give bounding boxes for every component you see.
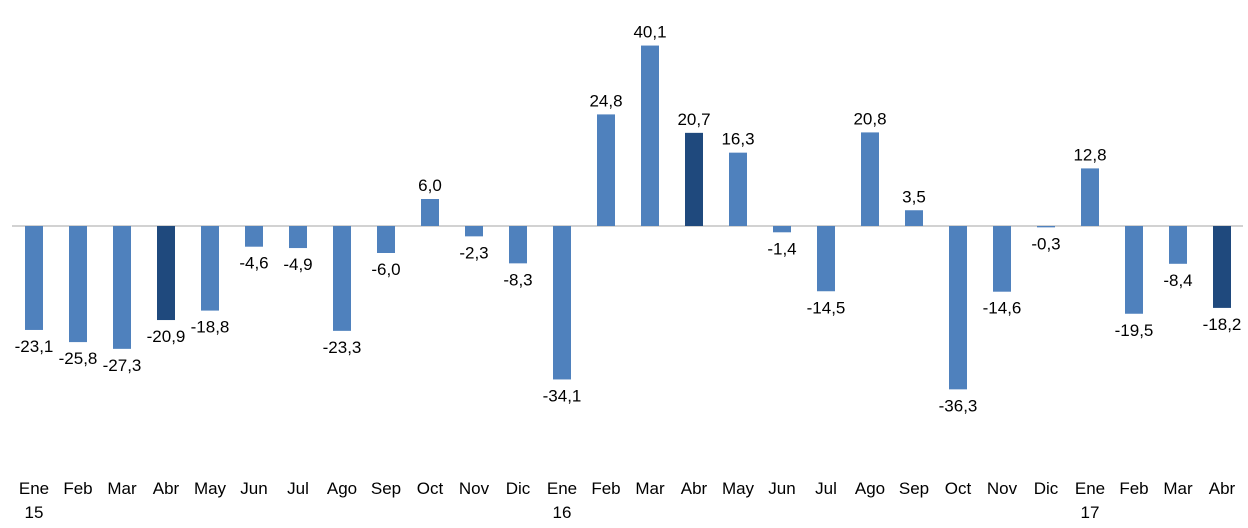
value-label: 12,8	[1073, 145, 1106, 164]
bar	[597, 114, 615, 226]
bar	[69, 226, 87, 343]
x-tick-label: Feb	[591, 479, 620, 498]
bar	[201, 226, 219, 311]
value-label: -1,4	[767, 239, 796, 258]
value-label: -23,3	[323, 338, 362, 357]
bar	[1213, 226, 1231, 308]
value-label: 20,7	[677, 110, 710, 129]
value-label: -0,3	[1031, 234, 1060, 253]
x-tick-label: Ago	[855, 479, 885, 498]
value-label: -6,0	[371, 260, 400, 279]
value-label: 24,8	[589, 91, 622, 110]
x-tick-label: Ago	[327, 479, 357, 498]
x-tick-label: Jun	[240, 479, 267, 498]
x-tick-label: Oct	[417, 479, 444, 498]
value-label: -14,5	[807, 298, 846, 317]
bar	[421, 199, 439, 226]
value-label: -36,3	[939, 396, 978, 415]
x-tick-label: Jul	[287, 479, 309, 498]
bar	[1081, 168, 1099, 226]
bar	[685, 132, 703, 226]
value-label: -23,1	[15, 337, 54, 356]
bar	[25, 226, 43, 330]
x-tick-label: Abr	[681, 479, 708, 498]
value-label: -34,1	[543, 386, 582, 405]
value-label: -8,3	[503, 270, 532, 289]
bar	[1169, 226, 1187, 264]
value-label: -14,6	[983, 299, 1022, 318]
x-tick-label: Sep	[899, 479, 929, 498]
bar	[553, 226, 571, 380]
bar	[729, 152, 747, 226]
x-tick-label: Feb	[63, 479, 92, 498]
bar	[773, 226, 791, 233]
x-tick-label: Oct	[945, 479, 972, 498]
x-tick-label: May	[722, 479, 755, 498]
bar	[1125, 226, 1143, 314]
x-tick-label: Mar	[107, 479, 137, 498]
x-tick-label: Ene 15	[19, 479, 49, 522]
bar	[509, 226, 527, 264]
bar	[465, 226, 483, 237]
value-label: -25,8	[59, 349, 98, 368]
bar	[641, 45, 659, 226]
x-tick-label: Abr	[1209, 479, 1236, 498]
value-label: -4,9	[283, 255, 312, 274]
bar	[289, 226, 307, 249]
x-tick-label: Dic	[506, 479, 531, 498]
x-tick-label: Feb	[1119, 479, 1148, 498]
x-tick-label: Abr	[153, 479, 180, 498]
value-label: -18,8	[191, 318, 230, 337]
x-tick-label: May	[194, 479, 227, 498]
bar	[1037, 226, 1055, 228]
bar	[157, 226, 175, 321]
x-tick-label: Dic	[1034, 479, 1059, 498]
bar	[817, 226, 835, 292]
value-label: -27,3	[103, 356, 142, 375]
value-label: 6,0	[418, 176, 442, 195]
x-tick-label: Jun	[768, 479, 795, 498]
bar	[993, 226, 1011, 292]
bar	[861, 132, 879, 226]
value-label: -2,3	[459, 243, 488, 262]
bar	[377, 226, 395, 253]
value-label: 20,8	[853, 109, 886, 128]
x-tick-label: Ene 16	[547, 479, 577, 522]
bar	[905, 210, 923, 226]
value-label: 16,3	[721, 130, 754, 149]
x-tick-label: Nov	[459, 479, 490, 498]
value-label: -8,4	[1163, 271, 1192, 290]
bar	[949, 226, 967, 390]
value-label: 3,5	[902, 187, 926, 206]
x-tick-label: Ene 17	[1075, 479, 1105, 522]
value-label: -20,9	[147, 327, 186, 346]
value-label: -19,5	[1115, 321, 1154, 340]
bar	[113, 226, 131, 349]
x-tick-label: Nov	[987, 479, 1018, 498]
value-label: -4,6	[239, 254, 268, 273]
bar	[333, 226, 351, 331]
x-tick-label: Jul	[815, 479, 837, 498]
value-label: -18,2	[1203, 315, 1242, 334]
bar	[245, 226, 263, 247]
x-tick-label: Sep	[371, 479, 401, 498]
x-tick-label: Mar	[635, 479, 665, 498]
value-label: 40,1	[633, 23, 666, 42]
x-tick-label: Mar	[1163, 479, 1193, 498]
